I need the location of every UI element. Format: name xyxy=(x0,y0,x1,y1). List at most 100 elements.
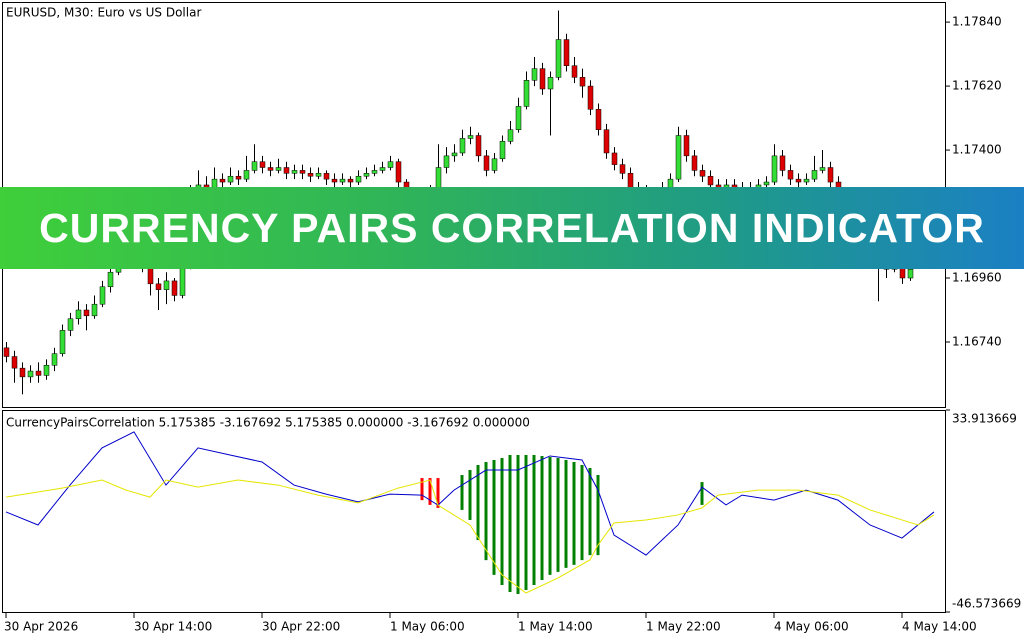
candle-body xyxy=(59,330,66,354)
candle-body xyxy=(811,170,818,180)
candle-body xyxy=(235,175,242,180)
y-tick-label: 1.17400 xyxy=(952,143,1002,157)
candle-body xyxy=(379,167,386,171)
candle-body xyxy=(603,129,610,154)
candle-body xyxy=(579,77,586,87)
indicator-line xyxy=(5,479,935,594)
candle-body xyxy=(43,365,50,376)
candle-body xyxy=(259,161,266,168)
candle-body xyxy=(19,367,26,378)
candle-body xyxy=(827,167,834,183)
candle-body xyxy=(563,39,570,66)
candle-body xyxy=(523,80,530,107)
candle-body xyxy=(507,129,514,142)
candle-body xyxy=(395,161,402,183)
candle-body xyxy=(619,164,626,174)
candle-body xyxy=(491,158,498,171)
candle-body xyxy=(587,85,594,110)
candle-body xyxy=(155,283,162,290)
candle-body xyxy=(11,356,18,369)
candle-body xyxy=(371,170,378,174)
candle-body xyxy=(451,152,458,157)
x-tick-label: 30 Apr 2026 xyxy=(4,620,78,634)
y-tick-label: 1.16960 xyxy=(952,271,1002,285)
candle-body xyxy=(75,309,82,319)
y-tick-label: 1.17840 xyxy=(952,15,1002,29)
candle-body xyxy=(51,353,58,366)
candle-body xyxy=(27,370,34,378)
candle-body xyxy=(219,178,226,183)
x-tick-label: 30 Apr 14:00 xyxy=(134,620,212,634)
candle-body xyxy=(803,178,810,183)
y-tick-label: 33.913669 xyxy=(952,412,1017,426)
candle-body xyxy=(595,109,602,130)
banner: CURRENCY PAIRS CORRELATION INDICATOR xyxy=(0,187,1024,269)
candle-body xyxy=(331,178,338,183)
price-title: EURUSD, M30: Euro vs US Dollar xyxy=(6,6,201,20)
candle-body xyxy=(171,280,178,296)
candle-body xyxy=(691,155,698,171)
candle-body xyxy=(499,141,506,160)
candle-body xyxy=(243,170,250,180)
candle-body xyxy=(107,271,114,287)
candle-body xyxy=(267,167,274,171)
x-tick-label: 1 May 06:00 xyxy=(390,620,465,634)
candle-body xyxy=(515,106,522,130)
candle-body xyxy=(611,152,618,165)
candle-body xyxy=(531,68,538,81)
candle-body xyxy=(3,347,10,357)
candle-body xyxy=(387,161,394,168)
candle-body xyxy=(355,175,362,183)
candle-body xyxy=(83,309,90,317)
candle-body xyxy=(459,138,466,154)
candle-body xyxy=(227,175,234,183)
candle-body xyxy=(163,280,170,290)
candle-body xyxy=(363,173,370,177)
candle-body xyxy=(683,135,690,157)
candle-body xyxy=(475,135,482,157)
candle-body xyxy=(35,370,42,376)
candle-body xyxy=(699,170,706,177)
candle-body xyxy=(91,303,98,317)
y-tick-label: -46.573669 xyxy=(952,597,1021,611)
candle-body xyxy=(779,155,786,171)
candle-body xyxy=(347,178,354,183)
candle-body xyxy=(315,173,322,177)
candle-body xyxy=(539,68,546,90)
candle-body xyxy=(299,170,306,174)
y-tick-label: 1.17620 xyxy=(952,79,1002,93)
indicator-pane xyxy=(2,410,946,613)
x-tick-label: 4 May 06:00 xyxy=(774,620,849,634)
x-tick-label: 4 May 14:00 xyxy=(902,620,977,634)
candle-body xyxy=(483,155,490,171)
candle-body xyxy=(795,178,802,183)
candle-body xyxy=(547,77,554,90)
candle-body xyxy=(907,269,914,279)
candle-body xyxy=(627,173,634,189)
candle-body xyxy=(251,161,258,171)
candle-body xyxy=(763,181,770,186)
candle-body xyxy=(819,167,826,171)
candle-body xyxy=(283,167,290,174)
x-tick-label: 1 May 22:00 xyxy=(646,620,721,634)
indicator-title: CurrencyPairsCorrelation 5.175385 -3.167… xyxy=(6,416,530,430)
candle-body xyxy=(571,65,578,78)
candle-body xyxy=(307,173,314,177)
candle-body xyxy=(67,318,74,331)
candle-body xyxy=(275,167,282,171)
candle-body xyxy=(675,135,682,180)
candle-body xyxy=(179,266,186,296)
candle-body xyxy=(443,155,450,168)
y-tick-label: 1.16740 xyxy=(952,334,1002,348)
indicator-line xyxy=(5,431,935,556)
candle-body xyxy=(771,155,778,183)
candle-body xyxy=(467,135,474,139)
candle-body xyxy=(707,175,714,186)
candle-body xyxy=(339,178,346,183)
candle-body xyxy=(323,173,330,180)
candle-body xyxy=(291,170,298,174)
x-tick-label: 30 Apr 22:00 xyxy=(262,620,340,634)
candle-body xyxy=(787,170,794,180)
